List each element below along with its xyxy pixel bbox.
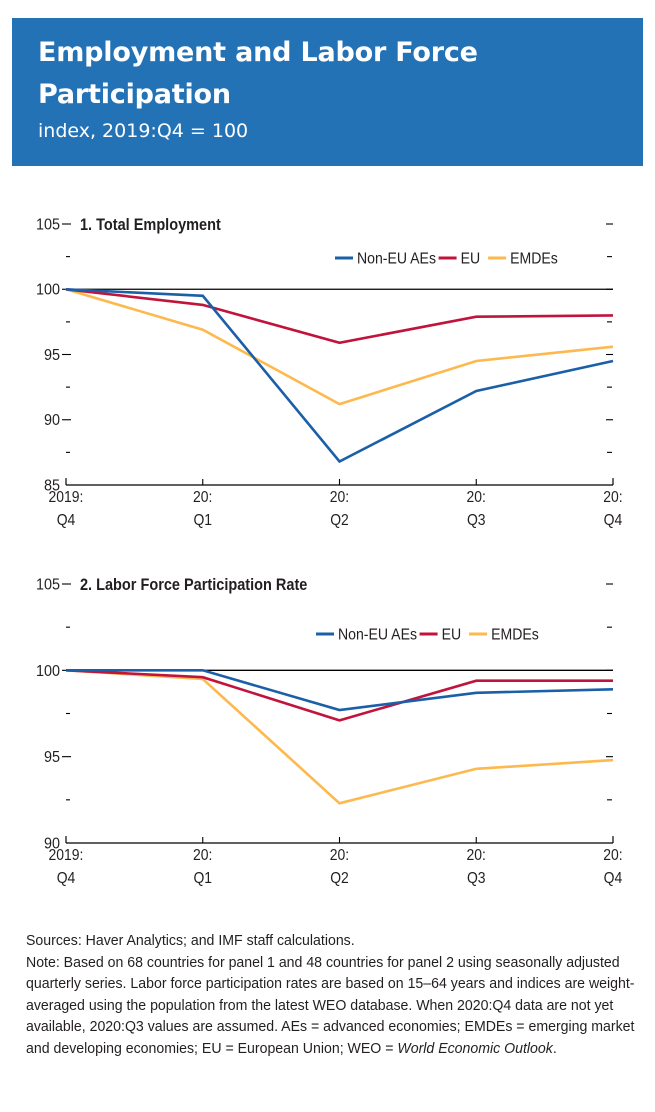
y-tick-label: 95: [44, 346, 60, 364]
x-tick-label: 20:: [330, 489, 349, 506]
y-tick-label: 100: [36, 281, 60, 299]
chart-total-employment: 2019: Q4 20: Q1 20: Q2 20: Q3 20: Q4 85 90 95 100 105 1…: [36, 216, 623, 529]
legend-label-non-eu-aes: Non-EU AEs: [357, 250, 436, 268]
x-tick-label: Q1: [193, 870, 212, 887]
figure-header: Employment and Labor Force Participation…: [12, 18, 643, 166]
series-line-non-eu-aes: [66, 668, 614, 712]
x-tick-label: 20:: [193, 489, 212, 506]
x-tick-label: Q2: [330, 870, 349, 887]
x-tick-label: Q4: [604, 512, 623, 529]
footnote: Sources: Haver Analytics; and IMF staff …: [26, 930, 640, 1060]
y-tick-label: 85: [44, 477, 60, 495]
series-line-eu: [65, 669, 613, 722]
legend-label-eu: EU: [442, 626, 462, 644]
x-tick-label: Q3: [467, 512, 486, 529]
y-tick-label: 105: [36, 216, 60, 234]
note-italic: World Economic Outlook: [397, 1039, 553, 1057]
x-tick-label: 20:: [603, 489, 622, 506]
y-tick-label: 105: [36, 576, 60, 594]
legend-label-eu: EU: [461, 250, 481, 268]
y-tick-label: 95: [44, 749, 60, 767]
note-text: Note: Based on 68 countries for panel 1 …: [26, 952, 640, 1060]
note-end: .: [552, 1039, 557, 1057]
y-tick-label: 100: [36, 662, 60, 680]
x-tick-label: 20:: [467, 489, 486, 506]
chart-labor-force-participation: 2019: Q4 20: Q1 20: Q2 20: Q3 20: Q4 90 95 100 105 2. …: [36, 576, 623, 887]
legend-label-non-eu-aes: Non-EU AEs: [338, 626, 417, 644]
x-tick-label: 2019:: [49, 489, 84, 506]
legend: Non-EU AEs EU EMDEs: [316, 626, 539, 644]
y-tick-label: 90: [44, 835, 60, 853]
legend-label-emdes: EMDEs: [491, 626, 539, 644]
x-tick-label: Q4: [604, 870, 623, 887]
sources-text: Sources: Haver Analytics; and IMF staff …: [26, 932, 355, 949]
x-tick-label: Q3: [467, 870, 486, 887]
chart-title: 1. Total Employment: [80, 216, 221, 234]
series-line-emdes: [65, 288, 614, 406]
y-tick-label: 90: [44, 412, 60, 430]
series-line-non-eu-aes: [65, 288, 614, 464]
chart-title: 2. Labor Force Participation Rate: [80, 576, 308, 594]
x-tick-label: Q4: [57, 870, 76, 887]
x-tick-label: 20:: [603, 847, 622, 864]
figure-subtitle: index, 2019:Q4 = 100: [38, 120, 249, 142]
x-tick-label: 20:: [193, 847, 212, 864]
figure-title: Employment and Labor Force Participation: [38, 37, 478, 110]
x-tick-label: Q1: [193, 512, 212, 529]
x-tick-label: Q2: [330, 512, 349, 529]
x-tick-label: Q4: [57, 512, 76, 529]
legend: Non-EU AEs EU EMDEs: [335, 250, 558, 268]
x-tick-label: 2019:: [49, 847, 84, 864]
legend-label-emdes: EMDEs: [510, 250, 558, 268]
series-line-eu: [65, 288, 614, 345]
x-tick-label: 20:: [467, 847, 486, 864]
x-tick-label: 20:: [330, 847, 349, 864]
note-main: Note: Based on 68 countries for panel 1 …: [26, 953, 635, 1057]
